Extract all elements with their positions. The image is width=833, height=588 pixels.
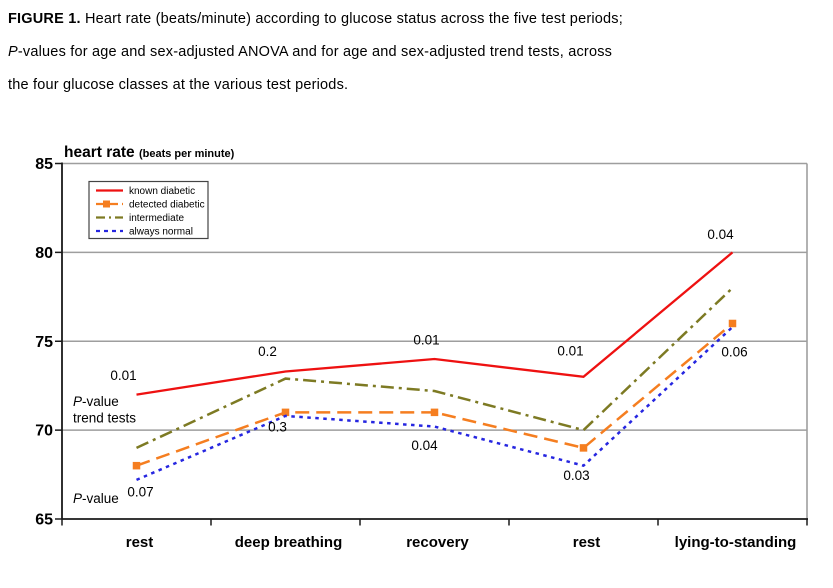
trend-test-pvalue-2: 0.01 [413,333,439,348]
series-marker-detected-diabetic [728,319,737,328]
anova-pvalue-2: 0.04 [411,438,438,453]
series-marker-detected-diabetic [430,408,439,417]
legend-label-2: intermediate [129,213,184,224]
anova-pvalue-0: 0.07 [127,484,153,499]
x-axis-label-3: rest [573,534,601,551]
trend-tests-label-line2: trend tests [73,411,136,426]
caption-line-2-italic-p: P [8,44,18,60]
legend-label-3: always normal [129,227,193,238]
legend-label-1: detected diabetic [129,200,205,211]
caption-line-1-text: Heart rate (beats/minute) according to g… [84,11,623,27]
trend-test-pvalue-0: 0.01 [110,368,136,383]
y-axis-label-65: 65 [35,512,53,529]
series-marker-detected-diabetic [281,408,290,417]
legend-sample-marker-1 [103,200,110,208]
x-axis-label-2: recovery [406,534,469,551]
caption-line-2-text: -values for age and sex-adjusted ANOVA a… [17,44,613,60]
x-axis-label-1: deep breathing [235,534,343,551]
series-line-known-diabetic [136,251,734,396]
caption-line-1: FIGURE 1. Heart rate (beats/minute) acco… [8,3,818,36]
trend-test-pvalue-1: 0.2 [258,344,277,359]
figure-label: FIGURE 1. [8,11,81,27]
series-line-always-normal [136,326,734,482]
x-axis-label-0: rest [126,534,154,551]
anova-pvalue-1: 0.3 [268,419,287,434]
trend-test-pvalue-3: 0.01 [557,343,583,358]
caption-line-3: the four glucose classes at the various … [8,69,818,102]
caption-line-3-text: the four glucose classes at the various … [8,77,349,93]
series-marker-detected-diabetic [132,461,141,470]
chart-title: heart rate (beats per minute) [64,144,235,161]
x-axis-label-4: lying-to-standing [675,534,797,551]
trend-tests-label-line1: P-value [73,394,119,409]
trend-test-pvalue-4: 0.04 [707,227,734,242]
anova-pvalue-label: P-value [73,491,119,506]
figure-caption: FIGURE 1. Heart rate (beats/minute) acco… [8,3,818,102]
y-axis-label-85: 85 [35,156,53,173]
y-axis-label-75: 75 [35,334,53,351]
anova-pvalue-3: 0.03 [563,468,589,483]
legend-label-0: known diabetic [129,186,195,197]
series-line-intermediate [135,287,734,450]
legend: known diabetic detected diabetic intermedi… [88,180,209,240]
y-axis-label-80: 80 [35,245,53,262]
y-axis-label-70: 70 [35,423,53,440]
caption-line-2: P-values for age and sex-adjusted ANOVA … [8,36,818,69]
anova-pvalue-4: 0.06 [721,345,747,360]
series-marker-detected-diabetic [579,444,588,452]
